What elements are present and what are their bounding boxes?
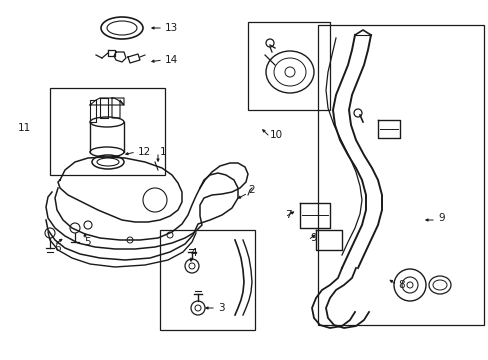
Text: 4: 4 xyxy=(190,248,196,258)
Text: 6: 6 xyxy=(54,243,61,253)
Bar xyxy=(50,88,164,175)
Bar xyxy=(247,22,329,110)
Text: 9: 9 xyxy=(309,233,316,243)
Text: 13: 13 xyxy=(164,23,178,33)
Bar xyxy=(317,25,483,325)
Text: 9: 9 xyxy=(437,213,444,223)
Text: 5: 5 xyxy=(84,237,90,247)
Text: 3: 3 xyxy=(218,303,224,313)
Text: 14: 14 xyxy=(164,55,178,65)
Text: 11: 11 xyxy=(18,123,31,133)
Text: 1: 1 xyxy=(160,147,166,157)
Text: 12: 12 xyxy=(138,147,151,157)
Text: 2: 2 xyxy=(247,185,254,195)
Bar xyxy=(160,230,254,330)
Text: 10: 10 xyxy=(269,130,283,140)
Text: 8: 8 xyxy=(397,280,404,290)
Text: 7: 7 xyxy=(285,210,291,220)
